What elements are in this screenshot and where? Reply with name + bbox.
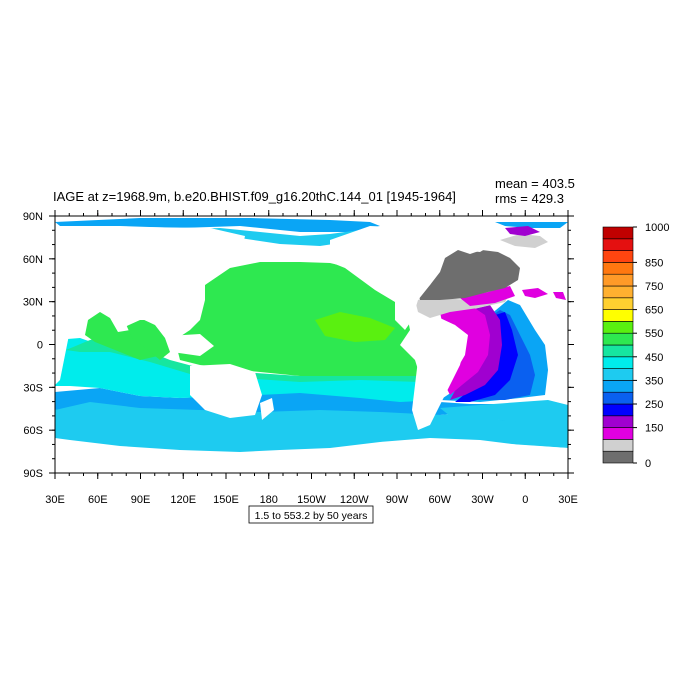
colorbar-box [602, 226, 634, 240]
x-tick-label: 180 [260, 494, 278, 506]
labrador-grey [500, 234, 548, 248]
arctic-east-blue [495, 222, 568, 228]
colorbar-box [602, 309, 634, 322]
pacific-green [175, 262, 420, 376]
x-tick-label: 120W [340, 494, 369, 506]
contour-info-box [248, 505, 374, 524]
x-tick-label: 0 [522, 494, 528, 506]
y-tick-label: 90N [23, 211, 43, 223]
y-tick-label: 60S [23, 425, 43, 437]
colorbar-label: 0 [645, 458, 651, 470]
x-tick-label: 90W [386, 494, 409, 506]
x-tick-label: 60W [428, 494, 451, 506]
rms-stat: rms = 429.3 [495, 191, 564, 206]
colorbar-box [602, 368, 634, 381]
land-south-america [410, 318, 465, 430]
colorbar-box [602, 403, 634, 417]
colorbar-box [602, 356, 634, 369]
southern-ocean-lightblue-band [55, 388, 568, 422]
colorbar-box [602, 415, 634, 428]
colorbar-box [602, 273, 634, 287]
colorbar-label: 450 [645, 352, 663, 364]
colorbar: 0 150 250 350 450 550 650 750 850 1000 [602, 222, 669, 470]
colorbar-box [602, 238, 634, 251]
y-tick-label: 30N [23, 297, 43, 309]
land-africa-east [55, 330, 70, 385]
land-eurasia [55, 226, 245, 332]
x-tick-label: 150W [297, 494, 326, 506]
colorbar-label: 550 [645, 328, 663, 340]
land-nz [260, 398, 274, 420]
colorbar-label: 150 [645, 423, 663, 435]
colorbar-label: 350 [645, 375, 663, 387]
colorbar-box [602, 427, 634, 440]
south-indian-cyan [55, 338, 440, 402]
atlantic-cyan-south [440, 400, 568, 425]
colorbar-box [602, 262, 634, 275]
colorbar-box [602, 250, 634, 263]
x-tick-label: 30W [471, 494, 494, 506]
atlantic-magenta [440, 305, 490, 395]
southern-ocean-cyan-band [55, 398, 568, 452]
atlantic-deep-blue [455, 312, 518, 402]
med-magenta-east [553, 292, 566, 300]
colorbar-box [602, 380, 634, 393]
arctic-magenta-patch [505, 226, 540, 236]
x-tick-label: 120E [170, 494, 196, 506]
indian-green-east [125, 318, 170, 360]
atlantic-magenta-north [460, 286, 515, 306]
chart-title: IAGE at z=1968.9m, b.e20.BHIST.f09_g16.2… [53, 189, 456, 204]
atlantic-purple [450, 305, 502, 400]
colorbar-box [602, 321, 634, 334]
colorbar-box [602, 450, 634, 464]
y-tick-label: 30S [23, 382, 43, 394]
colorbar-label: 650 [645, 305, 663, 317]
land-north-america [330, 226, 450, 330]
colorbar-label: 850 [645, 257, 663, 269]
land-antarctica [55, 442, 568, 473]
arctic-lightblue [55, 218, 380, 232]
indian-ocean-green [85, 312, 158, 360]
contour-info: 1.5 to 553.2 by 50 years [255, 510, 368, 522]
med-magenta [522, 288, 548, 298]
colorbar-box [602, 332, 634, 346]
land-australia [190, 364, 262, 418]
x-tick-label: 90E [131, 494, 151, 506]
x-tick-label: 30E [45, 494, 65, 506]
colorbar-box [602, 285, 634, 299]
colorbar-box [602, 391, 634, 405]
colorbar-label: 250 [645, 399, 663, 411]
ocean-field [55, 216, 568, 473]
y-tick-label: 90S [23, 468, 43, 480]
colorbar-box [602, 344, 634, 358]
x-tick-label: 150E [213, 494, 239, 506]
pacific-lightgreen-core [315, 312, 395, 342]
colorbar-label: 750 [645, 281, 663, 293]
y-tick-label: 60N [23, 254, 43, 266]
colorbar-box [602, 439, 634, 452]
land-maritime [168, 334, 214, 356]
x-tick-label: 60E [88, 494, 108, 506]
colorbar-box [602, 297, 634, 310]
colorbar-label: 1000 [645, 222, 669, 234]
x-tick-label: 30E [558, 494, 578, 506]
map-axes: 30E 60E 90E 120E 150E 180 150W 120W 90W 60W 30W 0 30… [23, 210, 578, 506]
y-tick-label: 0 [37, 340, 43, 352]
north-atlantic-darkgrey [418, 250, 520, 300]
land-greenland [420, 224, 500, 252]
mean-stat: mean = 403.5 [495, 176, 575, 191]
